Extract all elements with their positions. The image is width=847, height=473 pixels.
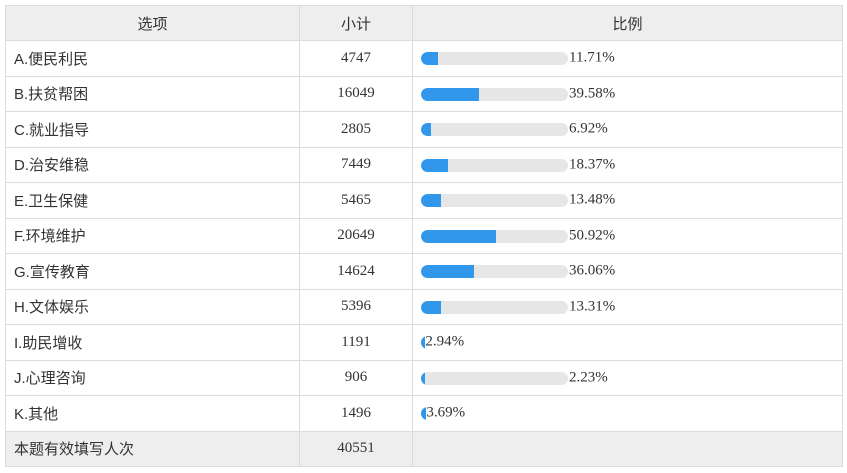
- percent-label: 39.58%: [569, 85, 616, 102]
- option-ratio-cell: 13.31%: [412, 288, 843, 325]
- option-ratio-cell: 39.58%: [412, 75, 843, 112]
- progress-fill: [421, 371, 425, 385]
- table-row: I.助民增收 1191 2.94%: [5, 324, 843, 361]
- results-table: 选项 小计 比例 A.便民利民 4747 11.71% B.扶贫帮困 16049 39.5…: [5, 5, 843, 467]
- progress-fill: [421, 52, 439, 66]
- percent-label: 6.92%: [569, 120, 608, 137]
- header-count: 小计: [299, 5, 413, 41]
- table-footer-row: 本题有效填写人次 40551: [5, 430, 843, 467]
- option-count: 906: [299, 359, 413, 396]
- progress-bar: [421, 229, 568, 243]
- table-row: H.文体娱乐 5396 13.31%: [5, 288, 843, 325]
- option-count: 20649: [299, 217, 413, 254]
- option-label: C.就业指导: [5, 111, 300, 148]
- option-ratio-cell: 36.06%: [412, 253, 843, 290]
- table-row: B.扶贫帮困 16049 39.58%: [5, 75, 843, 112]
- progress-fill: [421, 229, 496, 243]
- option-count: 5396: [299, 288, 413, 325]
- table-row: E.卫生保健 5465 13.48%: [5, 182, 843, 219]
- option-ratio-cell: 13.48%: [412, 182, 843, 219]
- option-label: A.便民利民: [5, 40, 300, 77]
- option-ratio-cell: 18.37%: [412, 146, 843, 183]
- percent-label: 18.37%: [569, 156, 616, 173]
- progress-bar: [421, 158, 568, 172]
- header-ratio: 比例: [412, 5, 843, 41]
- percent-label: 11.71%: [569, 49, 615, 66]
- table-body: A.便民利民 4747 11.71% B.扶贫帮困 16049 39.58% C.就业指导 2…: [5, 40, 843, 432]
- progress-fill: [421, 123, 432, 137]
- option-label: H.文体娱乐: [5, 288, 300, 325]
- option-label: D.治安维稳: [5, 146, 300, 183]
- progress-bar: [421, 123, 568, 137]
- option-count: 2805: [299, 111, 413, 148]
- header-option: 选项: [5, 5, 300, 41]
- percent-label: 50.92%: [569, 227, 616, 244]
- option-label: J.心理咨询: [5, 359, 300, 396]
- option-count: 16049: [299, 75, 413, 112]
- table-row: J.心理咨询 906 2.23%: [5, 359, 843, 396]
- progress-bar: [421, 300, 568, 314]
- footer-empty: [412, 430, 843, 467]
- progress-bar: [421, 407, 568, 421]
- table-row: D.治安维稳 7449 18.37%: [5, 146, 843, 183]
- progress-bar: [421, 52, 568, 66]
- option-count: 5465: [299, 182, 413, 219]
- option-label: E.卫生保健: [5, 182, 300, 219]
- progress-bar: [421, 194, 568, 208]
- option-label: K.其他: [5, 395, 300, 432]
- table-row: G.宣传教育 14624 36.06%: [5, 253, 843, 290]
- progress-fill: [421, 407, 427, 421]
- progress-fill: [421, 87, 480, 101]
- progress-bar: [421, 265, 568, 279]
- option-ratio-cell: 50.92%: [412, 217, 843, 254]
- table-row: A.便民利民 4747 11.71%: [5, 40, 843, 77]
- footer-count: 40551: [299, 430, 413, 467]
- progress-bar: [421, 336, 568, 350]
- option-label: I.助民增收: [5, 324, 300, 361]
- option-count: 1496: [299, 395, 413, 432]
- option-count: 1191: [299, 324, 413, 361]
- progress-bar: [421, 371, 568, 385]
- option-ratio-cell: 11.71%: [412, 40, 843, 77]
- table-header-row: 选项 小计 比例: [5, 5, 843, 41]
- table-row: C.就业指导 2805 6.92%: [5, 111, 843, 148]
- table-row: K.其他 1496 3.69%: [5, 395, 843, 432]
- progress-fill: [421, 336, 426, 350]
- option-ratio-cell: 3.69%: [412, 395, 843, 432]
- table-row: F.环境维护 20649 50.92%: [5, 217, 843, 254]
- percent-label: 13.31%: [569, 298, 616, 315]
- percent-label: 13.48%: [569, 191, 616, 208]
- percent-label: 2.94%: [425, 333, 465, 350]
- percent-label: 36.06%: [569, 262, 616, 279]
- option-ratio-cell: 6.92%: [412, 111, 843, 148]
- option-label: G.宣传教育: [5, 253, 300, 290]
- progress-fill: [421, 194, 441, 208]
- progress-bar: [421, 87, 568, 101]
- option-count: 4747: [299, 40, 413, 77]
- percent-label: 3.69%: [426, 404, 466, 421]
- option-label: F.环境维护: [5, 217, 300, 254]
- option-count: 7449: [299, 146, 413, 183]
- progress-fill: [421, 300, 441, 314]
- option-label: B.扶贫帮困: [5, 75, 300, 112]
- progress-fill: [421, 265, 474, 279]
- option-count: 14624: [299, 253, 413, 290]
- option-ratio-cell: 2.94%: [412, 324, 843, 361]
- footer-label: 本题有效填写人次: [5, 430, 300, 467]
- option-ratio-cell: 2.23%: [412, 359, 843, 396]
- percent-label: 2.23%: [569, 369, 608, 386]
- progress-fill: [421, 158, 448, 172]
